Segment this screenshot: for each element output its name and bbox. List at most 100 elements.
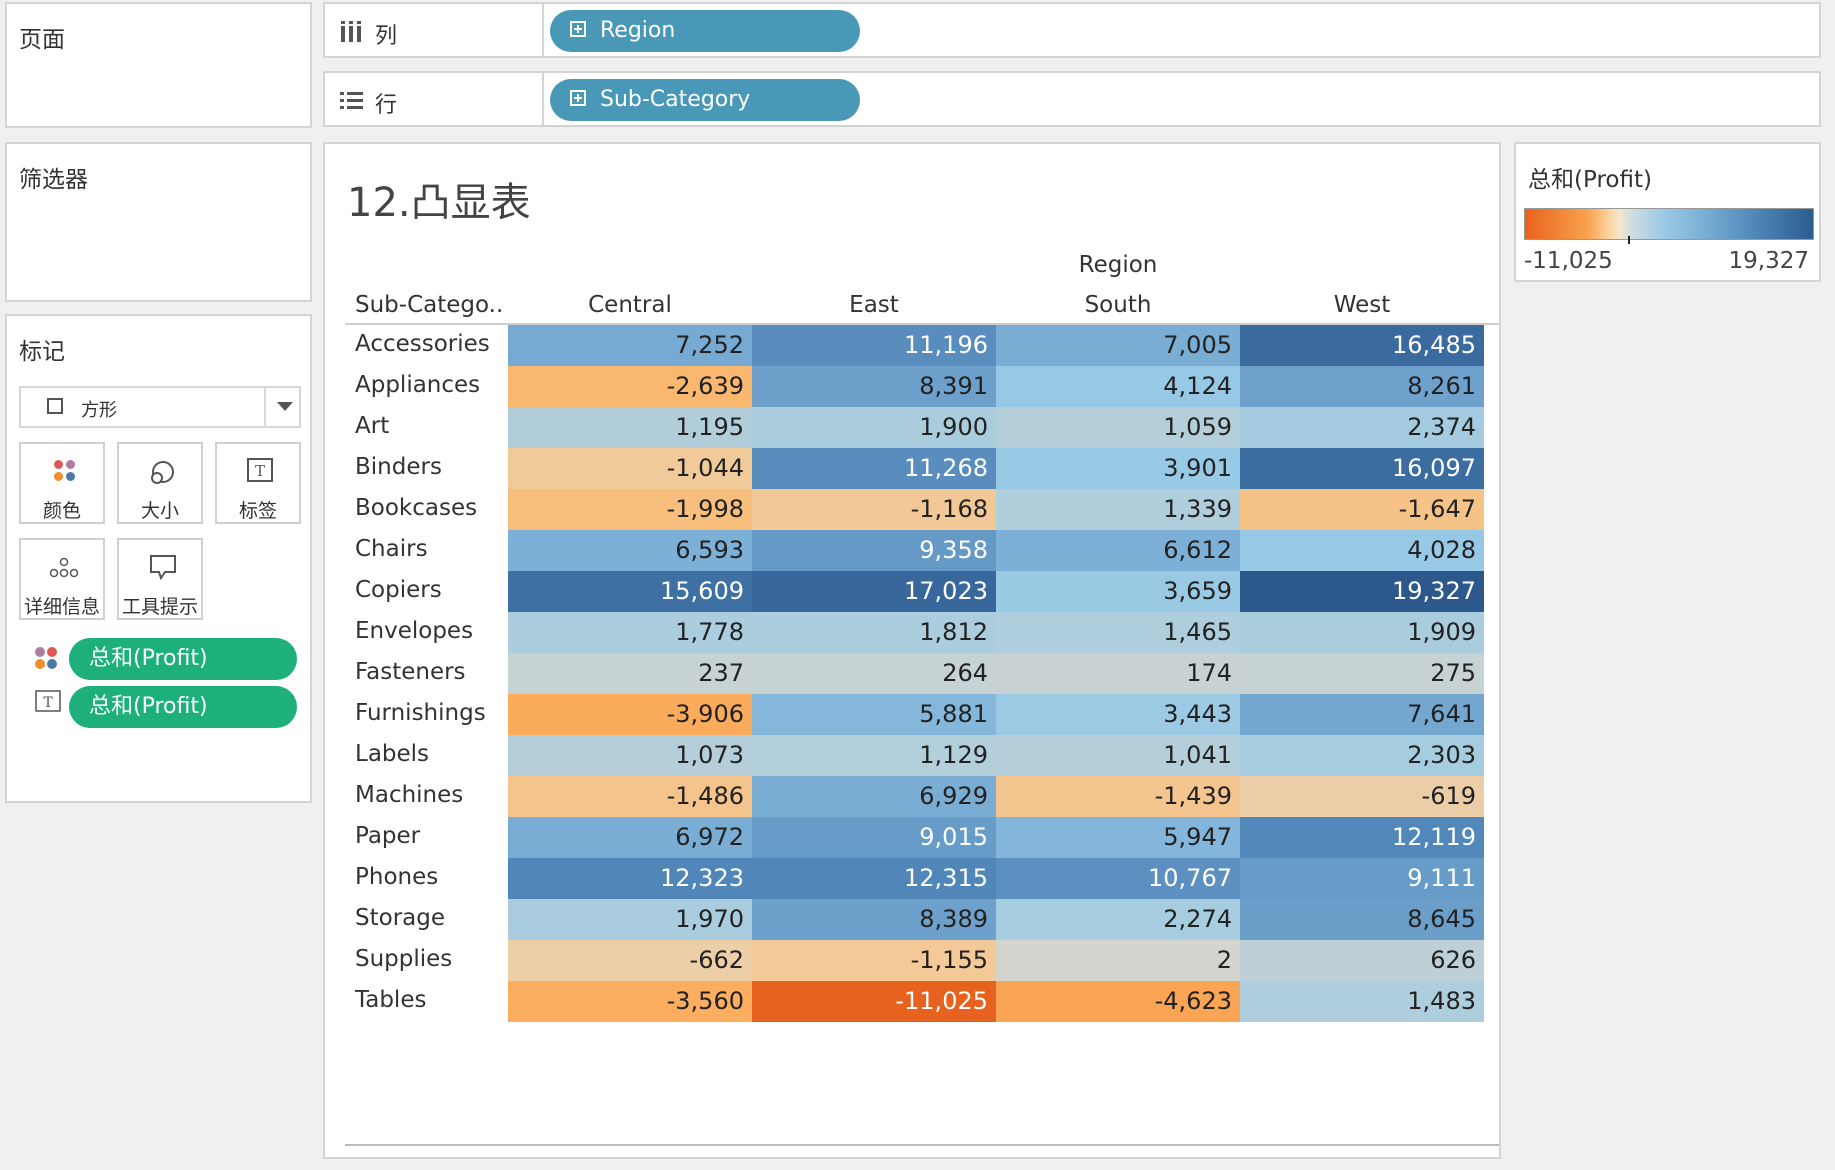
rows-shelf[interactable]: 行 Sub-Category (323, 71, 1821, 127)
heatmap-cell[interactable]: 275 (1240, 653, 1484, 694)
row-label[interactable]: Labels (355, 741, 430, 767)
heatmap-cell[interactable]: -1,168 (752, 489, 996, 530)
column-header-west[interactable]: West (1333, 292, 1391, 318)
heatmap-cell[interactable]: 1,059 (996, 407, 1240, 448)
heatmap-cell[interactable]: 174 (996, 653, 1240, 694)
heatmap-cell[interactable]: 6,929 (752, 776, 996, 817)
heatmap-cell[interactable]: 10,767 (996, 858, 1240, 899)
heatmap-cell[interactable]: 12,323 (508, 858, 752, 899)
heatmap-cell[interactable]: 2,303 (1240, 735, 1484, 776)
heatmap-cell[interactable]: -11,025 (752, 981, 996, 1022)
color-button[interactable]: 颜色 (19, 442, 105, 524)
size-button[interactable]: 大小 (117, 442, 203, 524)
row-label[interactable]: Paper (355, 823, 421, 849)
heatmap-cell[interactable]: 8,389 (752, 899, 996, 940)
row-label[interactable]: Supplies (355, 946, 453, 972)
heatmap-cell[interactable]: 12,315 (752, 858, 996, 899)
heatmap-cell[interactable]: 1,073 (508, 735, 752, 776)
heatmap-cell[interactable]: 8,391 (752, 366, 996, 407)
heatmap-cell[interactable]: -3,560 (508, 981, 752, 1022)
color-legend[interactable]: 总和(Profit) -11,025 19,327 (1514, 142, 1821, 282)
heatmap-cell[interactable]: -3,906 (508, 694, 752, 735)
heatmap-cell[interactable]: 1,900 (752, 407, 996, 448)
heatmap-cell[interactable]: 1,812 (752, 612, 996, 653)
heatmap-cell[interactable]: 2,274 (996, 899, 1240, 940)
label-button[interactable]: T 标签 (215, 442, 301, 524)
heatmap-cell[interactable]: 6,972 (508, 817, 752, 858)
row-label[interactable]: Envelopes (355, 618, 474, 644)
row-label[interactable]: Copiers (355, 577, 442, 603)
heatmap-cell[interactable]: 1,970 (508, 899, 752, 940)
row-label[interactable]: Furnishings (355, 700, 486, 726)
row-label[interactable]: Fasteners (355, 659, 466, 685)
heatmap-cell[interactable]: -1,647 (1240, 489, 1484, 530)
row-label[interactable]: Appliances (355, 372, 481, 398)
heatmap-cell[interactable]: 626 (1240, 940, 1484, 981)
heatmap-cell[interactable]: 1,195 (508, 407, 752, 448)
heatmap-cell[interactable]: 2,374 (1240, 407, 1484, 448)
heatmap-cell[interactable]: 1,909 (1240, 612, 1484, 653)
heatmap-cell[interactable]: -619 (1240, 776, 1484, 817)
row-label[interactable]: Machines (355, 782, 464, 808)
heatmap-cell[interactable]: 16,485 (1240, 325, 1484, 366)
heatmap-cell[interactable]: -1,044 (508, 448, 752, 489)
row-label[interactable]: Tables (355, 987, 427, 1013)
heatmap-cell[interactable]: 1,778 (508, 612, 752, 653)
heatmap-cell[interactable]: 5,947 (996, 817, 1240, 858)
heatmap-cell[interactable]: 6,612 (996, 530, 1240, 571)
column-header-central[interactable]: Central (588, 292, 672, 318)
row-label[interactable]: Phones (355, 864, 439, 890)
heatmap-cell[interactable]: 7,005 (996, 325, 1240, 366)
heatmap-cell[interactable]: 1,465 (996, 612, 1240, 653)
heatmap-cell[interactable]: 12,119 (1240, 817, 1484, 858)
heatmap-cell[interactable]: -1,486 (508, 776, 752, 817)
heatmap-cell[interactable]: -2,639 (508, 366, 752, 407)
heatmap-cell[interactable]: 237 (508, 653, 752, 694)
heatmap-cell[interactable]: 4,124 (996, 366, 1240, 407)
heatmap-cell[interactable]: 9,015 (752, 817, 996, 858)
sub-category-pill[interactable]: Sub-Category (550, 79, 860, 121)
heatmap-cell[interactable]: 7,252 (508, 325, 752, 366)
heatmap-cell[interactable]: 4,028 (1240, 530, 1484, 571)
row-label[interactable]: Storage (355, 905, 445, 931)
region-header[interactable]: Region (1078, 252, 1158, 278)
heatmap-cell[interactable]: 3,901 (996, 448, 1240, 489)
column-header-east[interactable]: East (849, 292, 899, 318)
tooltip-button[interactable]: 工具提示 (117, 538, 203, 620)
filters-panel[interactable]: 筛选器 (5, 142, 312, 302)
heatmap-cell[interactable]: 16,097 (1240, 448, 1484, 489)
mark-type-dropdown[interactable]: 方形 (19, 386, 301, 428)
heatmap-cell[interactable]: 17,023 (752, 571, 996, 612)
heatmap-cell[interactable]: 1,041 (996, 735, 1240, 776)
heatmap-cell[interactable]: 264 (752, 653, 996, 694)
heatmap-cell[interactable]: 19,327 (1240, 571, 1484, 612)
row-label[interactable]: Chairs (355, 536, 428, 562)
heatmap-cell[interactable]: 11,196 (752, 325, 996, 366)
heatmap-cell[interactable]: -1,155 (752, 940, 996, 981)
heatmap-cell[interactable]: 1,129 (752, 735, 996, 776)
heatmap-cell[interactable]: 7,641 (1240, 694, 1484, 735)
heatmap-cell[interactable]: 1,339 (996, 489, 1240, 530)
heatmap-cell[interactable]: 8,261 (1240, 366, 1484, 407)
heatmap-cell[interactable]: 3,659 (996, 571, 1240, 612)
heatmap-cell[interactable]: 8,645 (1240, 899, 1484, 940)
heatmap-cell[interactable]: -1,439 (996, 776, 1240, 817)
heatmap-cell[interactable]: 5,881 (752, 694, 996, 735)
heatmap-cell[interactable]: 15,609 (508, 571, 752, 612)
heatmap-cell[interactable]: 9,358 (752, 530, 996, 571)
sub-category-header[interactable]: Sub-Catego.. (355, 292, 504, 318)
region-pill[interactable]: Region (550, 10, 860, 52)
heatmap-cell[interactable]: 2 (996, 940, 1240, 981)
row-label[interactable]: Bookcases (355, 495, 478, 521)
label-profit-pill[interactable]: 总和(Profit) (69, 686, 297, 728)
column-header-south[interactable]: South (1084, 292, 1152, 318)
heatmap-cell[interactable]: -1,998 (508, 489, 752, 530)
color-profit-pill[interactable]: 总和(Profit) (69, 638, 297, 680)
pages-panel[interactable]: 页面 (5, 2, 312, 128)
row-label[interactable]: Art (355, 413, 390, 439)
heatmap-cell[interactable]: 11,268 (752, 448, 996, 489)
columns-shelf[interactable]: 列 Region (323, 2, 1821, 58)
row-label[interactable]: Binders (355, 454, 442, 480)
heatmap-cell[interactable]: -662 (508, 940, 752, 981)
heatmap-cell[interactable]: 3,443 (996, 694, 1240, 735)
